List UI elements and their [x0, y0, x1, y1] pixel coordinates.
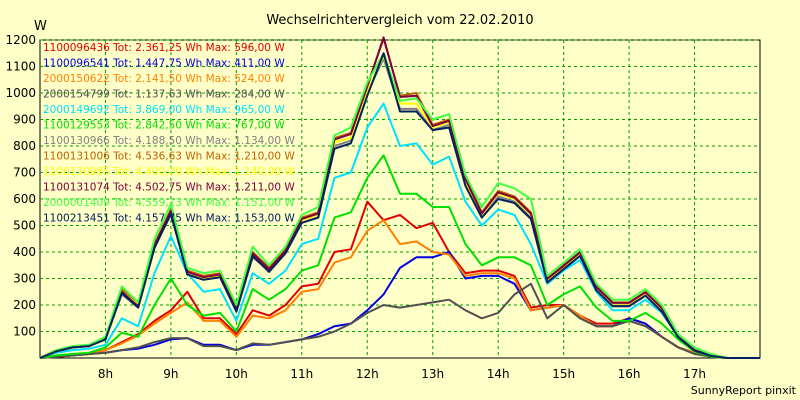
legend-entry: 2000150622 Tot: 2.141,50 Wh Max: 524,00 … [43, 73, 285, 85]
legend-entry: 1100130966 Tot: 4.188,50 Wh Max: 1.134,0… [43, 135, 295, 147]
y-tick-label: 700 [13, 166, 36, 180]
y-tick-label: 600 [13, 192, 36, 206]
y-tick-label: 1000 [5, 86, 36, 100]
x-tick-label: 11h [290, 367, 313, 381]
legend-entry: 2000149692 Tot: 3.869,00 Wh Max: 965,00 … [43, 104, 285, 116]
footer-credit: SunnyReport pinxit [691, 384, 797, 397]
legend-entry: 1100096541 Tot: 1.447,75 Wh Max: 411,00 … [43, 58, 285, 70]
chart-title: Wechselrichtervergleich vom 22.02.2010 [266, 13, 533, 28]
x-tick-label: 16h [618, 367, 641, 381]
y-tick-labels: 100 200 300 400 500 600 700 800 900 1000 1100 1200 [5, 33, 36, 339]
series-line-3 [39, 282, 760, 359]
legend-entry: 1100131074 Tot: 4.502,75 Wh Max: 1.211,0… [43, 182, 295, 194]
x-tick-label: 8h [98, 367, 113, 381]
x-tick-label: 17h [683, 367, 706, 381]
x-tick-label: 14h [487, 367, 510, 381]
series-line-5 [39, 154, 760, 359]
legend-entry: 1100131006 Tot: 4.536,63 Wh Max: 1.210,0… [43, 151, 295, 163]
series-line-4 [39, 102, 760, 359]
y-tick-label: 800 [13, 139, 36, 153]
x-tick-label: 10h [225, 367, 248, 381]
legend-entry: 1100096436 Tot: 2.361,25 Wh Max: 596,00 … [43, 42, 285, 54]
legend-entry: 1100130985 Tot: 4.400,00 Wh Max: 1.140,0… [43, 166, 295, 178]
series-line-9 [39, 36, 760, 359]
y-tick-label: 400 [13, 245, 36, 259]
legend-entry: 2000154799 Tot: 1.137,63 Wh Max: 284,00 … [43, 89, 285, 101]
series-line-10 [39, 52, 760, 359]
y-tick-label: 100 [13, 325, 36, 339]
x-tick-label: 12h [356, 367, 379, 381]
x-tick-label: 9h [163, 367, 178, 381]
y-tick-label: 900 [13, 113, 36, 127]
series-line-1 [39, 251, 760, 359]
x-tick-label: 15h [552, 367, 575, 381]
y-tick-label: 200 [13, 298, 36, 312]
legend-entry: 2000001409 Tot: 4.559,13 Wh Max: 1.151,0… [43, 197, 295, 209]
x-tick-labels: 8h 9h 10h 11h 12h 13h 14h 15h 16h 17h [98, 367, 706, 381]
x-tick-label: 13h [421, 367, 444, 381]
legend: 1100096436 Tot: 2.361,25 Wh Max: 596,00 … [43, 42, 295, 225]
y-tick-label: 1200 [5, 33, 36, 47]
y-tick-label: 300 [13, 272, 36, 286]
y-tick-label: 1100 [5, 60, 36, 74]
series-line-11 [39, 52, 760, 359]
legend-entry: 1100213451 Tot: 4.157,75 Wh Max: 1.153,0… [43, 213, 295, 225]
series-lines [39, 36, 760, 359]
y-axis-label: W [34, 19, 47, 34]
y-tick-label: 500 [13, 219, 36, 233]
legend-entry: 1100129553 Tot: 2.842,50 Wh Max: 767,00 … [43, 120, 285, 132]
